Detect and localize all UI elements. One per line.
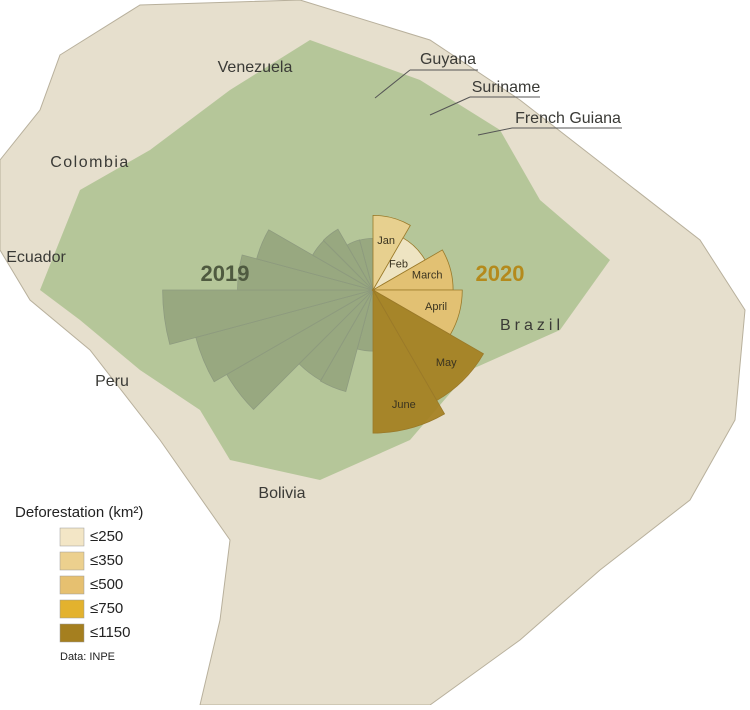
month-label: Feb <box>389 258 408 270</box>
country-label: Brazil <box>500 317 564 334</box>
callout-line <box>429 96 471 116</box>
legend-swatch <box>59 599 85 619</box>
wedge-2019 <box>162 289 374 345</box>
callout-line <box>477 127 513 136</box>
legend-label: ≤250 <box>90 528 123 545</box>
legend-label: ≤350 <box>90 552 123 569</box>
legend-swatch <box>59 527 85 547</box>
country-label: Ecuador <box>6 249 66 266</box>
callout-label: Guyana <box>420 51 476 68</box>
wedge-2019 <box>322 228 374 291</box>
source: Data: INPE <box>60 651 115 663</box>
legend-swatch <box>59 551 85 571</box>
country-label: Peru <box>95 373 129 390</box>
series-label: 2019 <box>201 261 250 286</box>
month-label: April <box>425 301 447 313</box>
wedge-2020 <box>372 288 446 434</box>
legend-swatch <box>59 623 85 643</box>
country-label: Colombia <box>50 154 130 171</box>
country-label: Bolivia <box>258 485 305 502</box>
month-label: June <box>392 399 416 411</box>
callout-label: French Guiana <box>515 110 621 127</box>
legend-label: ≤1150 <box>90 624 131 641</box>
series-label: 2020 <box>476 261 525 286</box>
legend-label: ≤500 <box>90 576 123 593</box>
legend-label: ≤750 <box>90 600 123 617</box>
month-label: Jan <box>377 235 395 247</box>
wedge-2019 <box>195 289 374 383</box>
country-label: Venezuela <box>218 59 293 76</box>
month-label: May <box>436 357 457 369</box>
month-label: March <box>412 269 443 281</box>
legend-swatch <box>59 575 85 595</box>
callout-line <box>374 69 411 99</box>
legend-title: Deforestation (km²) <box>15 504 143 521</box>
callout-label: Suriname <box>472 79 541 96</box>
wedge-2020 <box>372 214 411 292</box>
wedge-2019 <box>319 289 374 393</box>
wedge-2019 <box>226 289 374 411</box>
